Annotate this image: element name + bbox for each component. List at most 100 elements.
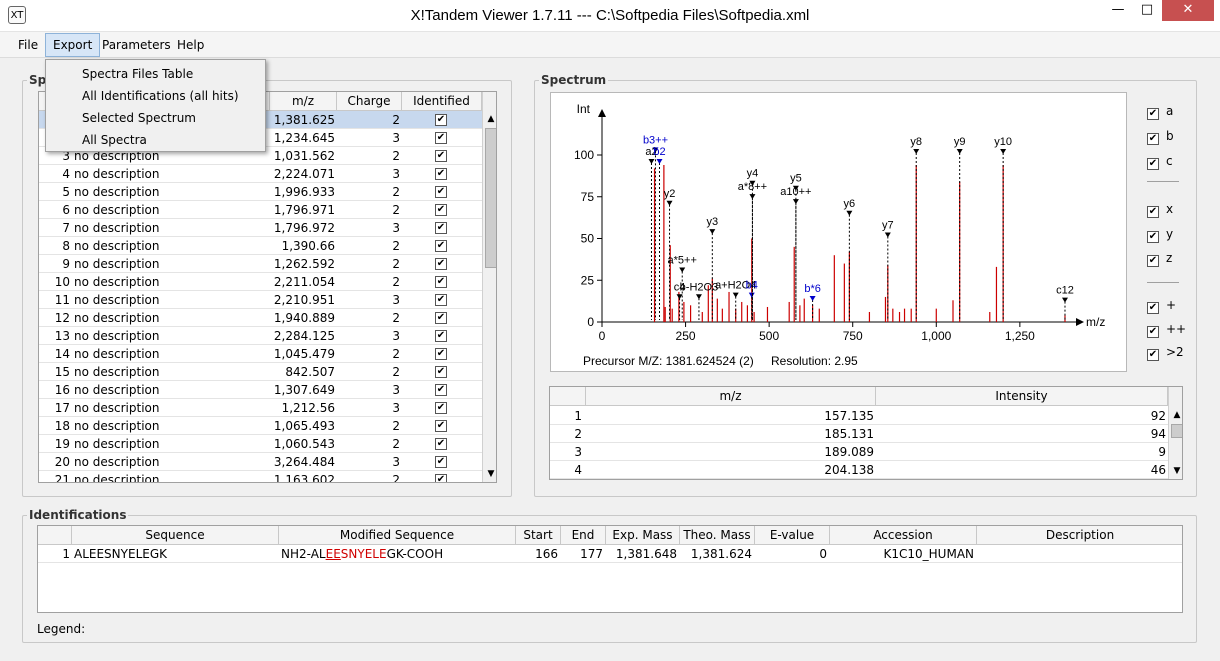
table-row[interactable]: 15 no description 842.507 2 ✔ <box>39 363 482 381</box>
ion-toggle[interactable]: ✔ y <box>1147 227 1173 243</box>
peak-header-mz[interactable]: m/z <box>586 387 876 406</box>
table-row[interactable]: 18 no description 1,065.493 2 ✔ <box>39 417 482 435</box>
identified-checkbox[interactable]: ✔ <box>435 366 447 378</box>
identified-checkbox[interactable]: ✔ <box>435 168 447 180</box>
table-row[interactable]: 19 no description 1,060.543 2 ✔ <box>39 435 482 453</box>
menu-export[interactable]: Export <box>45 33 101 57</box>
table-row[interactable]: 2 185.131 94 <box>550 425 1168 443</box>
table-row[interactable]: 10 no description 2,211.054 2 ✔ <box>39 273 482 291</box>
table-row[interactable]: 1 ALEESNYELEGK NH2-ALEESNYELEGK-COOH 166 177… <box>38 545 1182 563</box>
table-row[interactable]: 16 no description 1,307.649 3 ✔ <box>39 381 482 399</box>
identified-checkbox[interactable]: ✔ <box>435 222 447 234</box>
scroll-up-icon[interactable]: ▲ <box>1173 410 1181 420</box>
scroll-thumb[interactable] <box>1171 424 1182 438</box>
identified-checkbox[interactable]: ✔ <box>435 114 447 126</box>
id-header-column[interactable]: End <box>561 526 606 545</box>
scroll-down-icon[interactable]: ▼ <box>1173 466 1181 476</box>
id-header-column[interactable]: Modified Sequence <box>279 526 516 545</box>
minimize-button[interactable]: — <box>1111 2 1125 17</box>
ion-toggle[interactable]: ✔ a <box>1147 104 1173 120</box>
spectrum-plot-area[interactable]: Int m/z 0 25 50 75 100 0 250 500 750 1,000 1,250 b3++… <box>550 92 1127 372</box>
table-row[interactable]: 14 no description 1,045.479 2 ✔ <box>39 345 482 363</box>
export-selected-spectrum[interactable]: Selected Spectrum <box>82 111 196 125</box>
ion-checkbox[interactable]: ✔ <box>1147 108 1159 120</box>
identified-checkbox[interactable]: ✔ <box>435 276 447 288</box>
ion-checkbox[interactable]: ✔ <box>1147 133 1159 145</box>
identified-checkbox[interactable]: ✔ <box>435 186 447 198</box>
export-spectra-files-table[interactable]: Spectra Files Table <box>82 67 194 81</box>
ion-checkbox[interactable]: ✔ <box>1147 349 1159 361</box>
table-row[interactable]: 7 no description 1,796.972 3 ✔ <box>39 219 482 237</box>
identified-checkbox[interactable]: ✔ <box>435 330 447 342</box>
annotation-marker-icon <box>749 194 756 200</box>
maximize-button[interactable]: □ <box>1140 2 1154 17</box>
id-header-column[interactable]: Description <box>977 526 1182 545</box>
menu-help[interactable]: Help <box>177 38 205 52</box>
table-row[interactable]: 3 189.089 9 <box>550 443 1168 461</box>
identified-checkbox[interactable]: ✔ <box>435 438 447 450</box>
id-header-column[interactable]: Theo. Mass <box>680 526 755 545</box>
identified-checkbox[interactable]: ✔ <box>435 150 447 162</box>
spectra-scrollbar[interactable]: ▲ ▼ <box>482 92 496 482</box>
peak-header-intensity[interactable]: Intensity <box>876 387 1168 406</box>
scroll-thumb[interactable] <box>485 128 496 268</box>
ion-toggle[interactable]: ✔ c <box>1147 154 1173 170</box>
identified-checkbox[interactable]: ✔ <box>435 294 447 306</box>
ion-checkbox[interactable]: ✔ <box>1147 231 1159 243</box>
identified-checkbox[interactable]: ✔ <box>435 474 447 482</box>
table-row[interactable]: 17 no description 1,212.56 3 ✔ <box>39 399 482 417</box>
table-row[interactable]: 20 no description 3,264.484 3 ✔ <box>39 453 482 471</box>
id-header-column[interactable]: E-value <box>755 526 830 545</box>
table-row[interactable]: 11 no description 2,210.951 3 ✔ <box>39 291 482 309</box>
id-header-column[interactable]: Exp. Mass <box>606 526 680 545</box>
id-header-column[interactable]: Accession <box>830 526 977 545</box>
ion-checkbox[interactable]: ✔ <box>1147 158 1159 170</box>
export-all-spectra[interactable]: All Spectra <box>82 133 147 147</box>
menu-file[interactable]: File <box>18 38 39 52</box>
export-all-identifications[interactable]: All Identifications (all hits) <box>82 89 239 103</box>
ion-toggle[interactable]: ✔ b <box>1147 129 1174 145</box>
ion-toggle[interactable]: ✔ + <box>1147 298 1176 314</box>
identified-checkbox[interactable]: ✔ <box>435 204 447 216</box>
peak-scrollbar[interactable]: ▲ ▼ <box>1168 387 1182 479</box>
identified-checkbox[interactable]: ✔ <box>435 240 447 252</box>
table-row[interactable]: 21 no description 1,163.602 2 ✔ <box>39 471 482 482</box>
ion-toggle[interactable]: ✔ z <box>1147 251 1172 267</box>
identifications-group <box>22 515 1197 643</box>
id-header-column[interactable]: Start <box>516 526 561 545</box>
table-row[interactable]: 3 no description 1,031.562 2 ✔ <box>39 147 482 165</box>
identified-checkbox[interactable]: ✔ <box>435 402 447 414</box>
ion-checkbox[interactable]: ✔ <box>1147 206 1159 218</box>
identified-checkbox[interactable]: ✔ <box>435 348 447 360</box>
table-row[interactable]: 6 no description 1,796.971 2 ✔ <box>39 201 482 219</box>
table-row[interactable]: 4 204.138 46 <box>550 461 1168 479</box>
table-row[interactable]: 4 no description 2,224.071 3 ✔ <box>39 165 482 183</box>
identified-checkbox[interactable]: ✔ <box>435 384 447 396</box>
identified-checkbox[interactable]: ✔ <box>435 312 447 324</box>
spectra-header-charge[interactable]: Charge <box>337 92 402 111</box>
ion-toggle[interactable]: ✔ x <box>1147 202 1173 218</box>
ion-toggle[interactable]: ✔ ++ <box>1147 322 1186 338</box>
scroll-down-icon[interactable]: ▼ <box>487 469 495 479</box>
identified-checkbox[interactable]: ✔ <box>435 456 447 468</box>
identified-checkbox[interactable]: ✔ <box>435 258 447 270</box>
table-row[interactable]: 8 no description 1,390.66 2 ✔ <box>39 237 482 255</box>
menu-parameters[interactable]: Parameters <box>102 38 171 52</box>
table-row[interactable]: 1 157.135 92 <box>550 407 1168 425</box>
spectra-header-mz[interactable]: m/z <box>270 92 337 111</box>
table-row[interactable]: 5 no description 1,996.933 2 ✔ <box>39 183 482 201</box>
table-row[interactable]: 9 no description 1,262.592 2 ✔ <box>39 255 482 273</box>
spectra-header-identified[interactable]: Identified <box>402 92 482 111</box>
ion-checkbox[interactable]: ✔ <box>1147 302 1159 314</box>
scroll-up-icon[interactable]: ▲ <box>487 114 495 124</box>
ion-toggle[interactable]: ✔ >2 <box>1147 345 1184 361</box>
table-row[interactable]: 12 no description 1,940.889 2 ✔ <box>39 309 482 327</box>
ion-checkbox[interactable]: ✔ <box>1147 326 1159 338</box>
id-header-column[interactable]: Sequence <box>72 526 279 545</box>
identified-checkbox[interactable]: ✔ <box>435 420 447 432</box>
identified-checkbox[interactable]: ✔ <box>435 132 447 144</box>
table-row[interactable]: 13 no description 2,284.125 3 ✔ <box>39 327 482 345</box>
spectrum-chart[interactable]: Int m/z 0 25 50 75 100 0 250 500 750 1,000 1,250 b3++… <box>551 93 1128 373</box>
ion-checkbox[interactable]: ✔ <box>1147 255 1159 267</box>
close-button[interactable]: ✕ <box>1162 0 1214 21</box>
